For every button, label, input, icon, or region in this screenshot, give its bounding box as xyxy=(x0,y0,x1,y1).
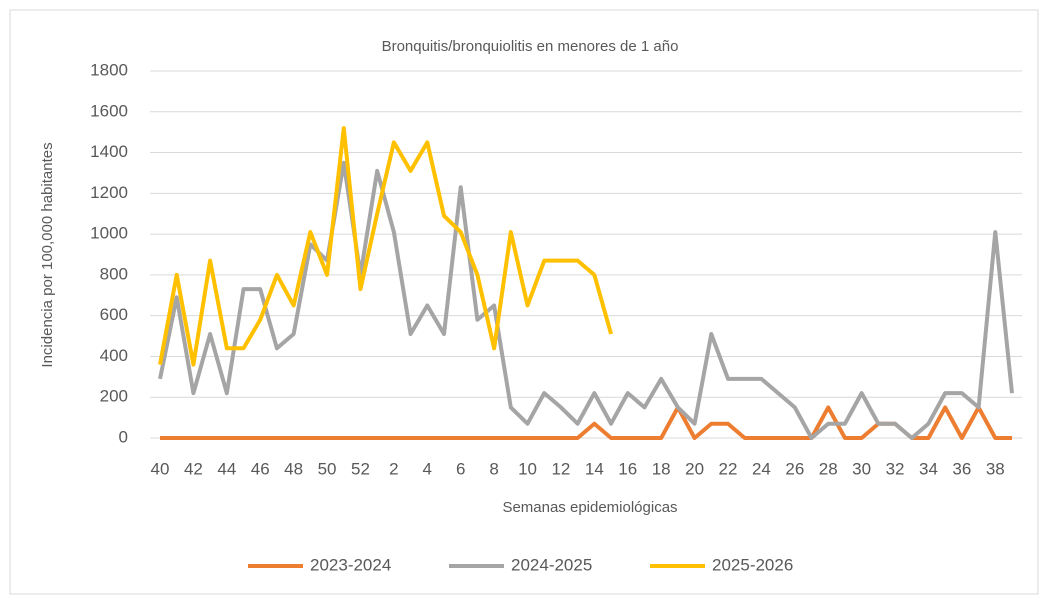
x-tick-label: 28 xyxy=(819,459,838,478)
x-tick-label: 14 xyxy=(585,459,604,478)
x-tick-label: 48 xyxy=(284,459,303,478)
x-tick-label: 10 xyxy=(518,459,537,478)
y-tick-label: 0 xyxy=(119,427,128,446)
x-tick-label: 38 xyxy=(986,459,1005,478)
chart-title: Bronquitis/bronquiolitis en menores de 1… xyxy=(382,38,679,55)
x-tick-label: 24 xyxy=(752,459,771,478)
y-tick-label: 1800 xyxy=(90,60,128,79)
x-tick-label: 4 xyxy=(423,459,432,478)
x-tick-label: 50 xyxy=(318,459,337,478)
y-tick-label: 400 xyxy=(100,346,128,365)
x-tick-label: 36 xyxy=(952,459,971,478)
data-line xyxy=(158,126,613,367)
y-tick-label: 600 xyxy=(100,305,128,324)
y-tick-label: 1200 xyxy=(90,183,128,202)
x-tick-label: 18 xyxy=(652,459,671,478)
data-line xyxy=(158,160,1014,440)
x-tick-label: 8 xyxy=(489,459,498,478)
x-tick-label: 34 xyxy=(919,459,938,478)
x-tick-label: 44 xyxy=(217,459,236,478)
y-axis-label: Incidencia por 100,000 habitantes xyxy=(39,142,56,367)
x-tick-label: 40 xyxy=(151,459,170,478)
x-tick-label: 30 xyxy=(852,459,871,478)
x-axis-label: Semanas epidemiológicas xyxy=(502,499,677,516)
x-tick-label: 42 xyxy=(184,459,203,478)
x-tick-label: 22 xyxy=(719,459,738,478)
x-tick-label: 6 xyxy=(456,459,465,478)
y-tick-label: 200 xyxy=(100,387,128,406)
y-tick-label: 800 xyxy=(100,264,128,283)
x-tick-label: 46 xyxy=(251,459,270,478)
x-tick-label: 16 xyxy=(618,459,637,478)
x-tick-label: 52 xyxy=(351,459,370,478)
x-tick-label: 32 xyxy=(886,459,905,478)
x-tick-label: 2 xyxy=(389,459,398,478)
data-line xyxy=(160,405,1012,440)
y-tick-label: 1400 xyxy=(90,142,128,161)
legend-label: 2023-2024 xyxy=(310,555,391,574)
y-tick-label: 1000 xyxy=(90,224,128,243)
x-tick-label: 20 xyxy=(685,459,704,478)
x-tick-label: 26 xyxy=(785,459,804,478)
legend-label: 2024-2025 xyxy=(511,555,592,574)
x-tick-label: 12 xyxy=(551,459,570,478)
y-tick-label: 1600 xyxy=(90,101,128,120)
legend-label: 2025-2026 xyxy=(712,555,793,574)
